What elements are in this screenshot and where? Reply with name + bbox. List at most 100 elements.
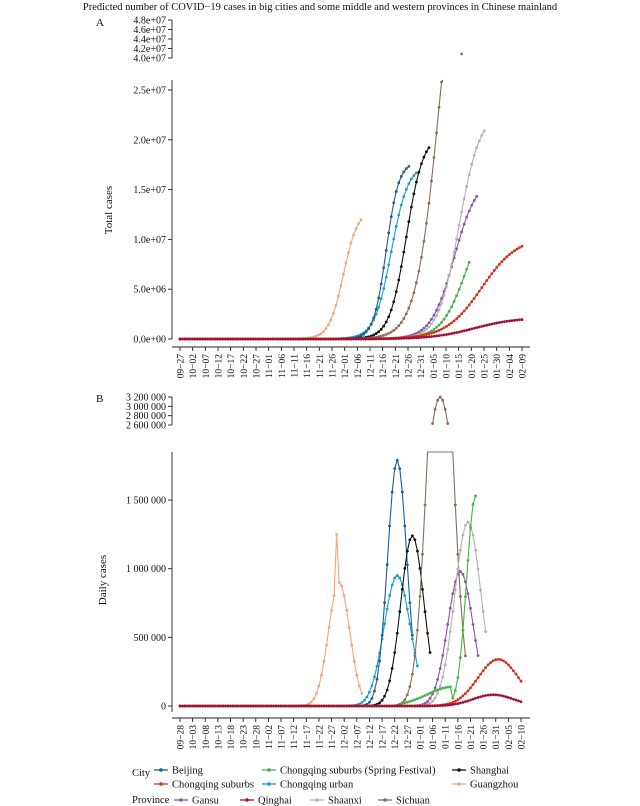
data-point <box>464 700 467 704</box>
data-point <box>325 704 328 708</box>
data-point <box>357 222 360 226</box>
data-point <box>359 337 363 341</box>
legend-label: Chongqing suburbs <box>172 780 254 791</box>
data-point <box>425 150 428 154</box>
data-point <box>315 704 318 708</box>
x-tick-label: 10−18 <box>227 725 237 750</box>
data-point <box>425 333 428 336</box>
data-point <box>213 704 217 708</box>
data-point <box>457 288 461 291</box>
data-point <box>299 337 303 341</box>
data-point <box>355 704 359 708</box>
data-point <box>208 337 212 341</box>
data-point <box>502 257 506 261</box>
data-point <box>404 167 408 171</box>
data-point <box>282 704 285 708</box>
data-point <box>426 700 429 703</box>
data-point <box>362 332 365 336</box>
data-point <box>480 324 484 328</box>
panel-letter-a: A <box>96 17 104 29</box>
data-point <box>508 319 511 323</box>
data-point <box>350 643 354 647</box>
data-point <box>388 524 392 528</box>
data-point <box>440 301 443 305</box>
data-point <box>223 337 227 341</box>
data-point <box>456 567 460 571</box>
data-point <box>249 337 252 341</box>
data-point <box>403 524 407 528</box>
data-point <box>427 201 431 205</box>
x-tick-label: 01−31 <box>492 725 502 750</box>
x-tick-label: 01−30 <box>493 354 503 379</box>
data-point <box>474 639 477 642</box>
data-point <box>476 654 480 657</box>
data-point <box>384 275 388 279</box>
data-point <box>513 318 516 322</box>
data-point <box>330 608 333 612</box>
data-point <box>417 170 421 174</box>
data-point <box>446 648 450 652</box>
data-point <box>455 294 459 298</box>
data-point <box>432 313 436 317</box>
data-point <box>437 308 441 312</box>
data-point <box>314 334 318 338</box>
data-point <box>183 704 187 708</box>
data-point <box>383 601 386 604</box>
data-point <box>374 337 378 341</box>
x-tick-label: 01−21 <box>467 725 477 750</box>
data-point <box>441 675 445 679</box>
data-point <box>362 704 366 708</box>
data-point <box>332 704 336 708</box>
data-point <box>501 694 505 698</box>
x-tick-label: 11−06 <box>278 354 288 378</box>
data-point <box>393 467 397 471</box>
data-point <box>345 608 349 612</box>
data-point <box>462 309 466 313</box>
data-point <box>384 248 388 252</box>
data-point <box>234 704 237 708</box>
data-point <box>420 328 423 332</box>
data-point <box>481 669 485 673</box>
data-point <box>375 664 379 668</box>
data-point <box>407 165 411 168</box>
series-total-qinghai <box>178 318 524 341</box>
data-point <box>431 692 434 696</box>
data-point <box>226 337 230 341</box>
data-point <box>405 549 409 553</box>
data-point <box>437 323 441 327</box>
data-point <box>292 704 296 708</box>
data-point <box>251 337 255 341</box>
x-tick-label: 02−09 <box>519 354 529 379</box>
data-point <box>372 333 376 337</box>
legend-item-qinghai: Qinghai <box>240 796 292 806</box>
data-point <box>423 610 427 614</box>
data-point <box>287 704 291 708</box>
data-point <box>426 692 429 696</box>
x-tick-label: 11−17 <box>303 725 313 749</box>
data-point <box>425 335 428 339</box>
data-point <box>418 595 422 598</box>
data-point <box>422 329 426 333</box>
series-total-sichuan <box>178 52 464 341</box>
data-point <box>517 699 520 703</box>
data-point <box>241 704 245 708</box>
data-point <box>312 704 316 708</box>
data-point <box>243 337 247 341</box>
panel-letter-b: B <box>96 393 103 405</box>
data-point <box>452 319 456 323</box>
data-point <box>469 526 472 529</box>
data-point <box>420 162 423 166</box>
y-upper-tick-label: 4.2e+07 <box>133 44 166 55</box>
data-point <box>440 320 443 324</box>
data-point <box>294 337 298 341</box>
data-point <box>307 704 311 708</box>
data-point <box>476 676 480 680</box>
data-point <box>432 330 436 334</box>
data-point <box>452 250 456 254</box>
data-point <box>238 337 242 341</box>
data-point <box>519 700 523 704</box>
data-point <box>206 704 210 708</box>
data-point <box>403 698 407 702</box>
data-point <box>475 326 479 330</box>
